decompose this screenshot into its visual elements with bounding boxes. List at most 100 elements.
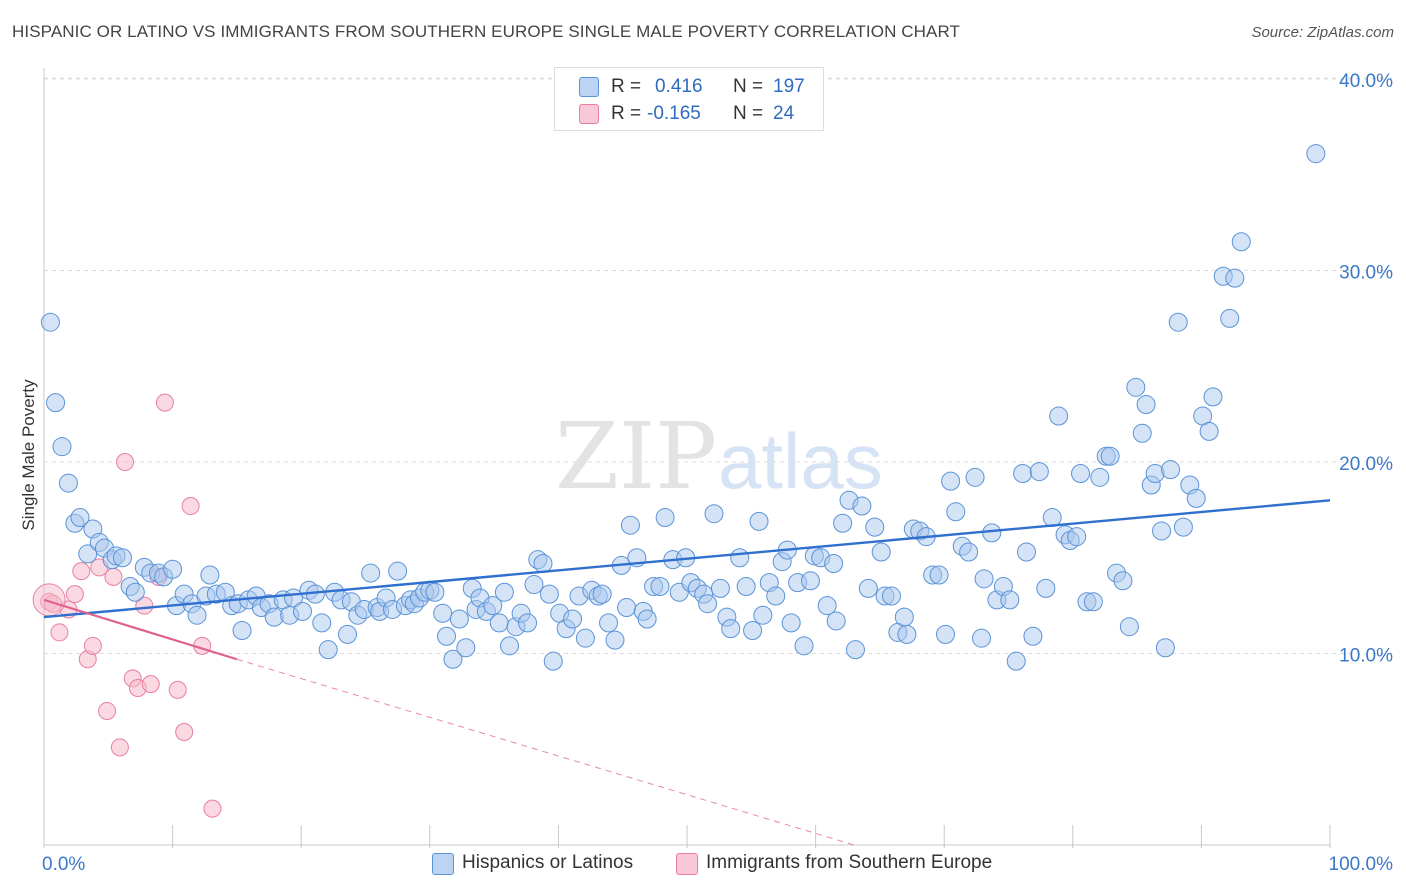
trend-line-immigrants-extension <box>236 658 855 846</box>
watermark-atlas: atlas <box>718 417 883 505</box>
data-point-hispanics <box>766 586 786 606</box>
x-tick-label-min: 0.0% <box>42 854 85 875</box>
data-point-hispanics <box>1017 542 1037 562</box>
data-point-hispanics <box>781 613 801 633</box>
data-point-hispanics <box>163 559 183 579</box>
data-point-hispanics <box>443 649 463 669</box>
data-point-hispanics <box>929 565 949 585</box>
data-point-hispanics <box>599 613 619 633</box>
data-point-hispanics <box>361 563 381 583</box>
data-point-hispanics <box>1152 521 1172 541</box>
data-point-hispanics <box>965 467 985 487</box>
data-point-immigrants <box>181 497 200 516</box>
legend-r-value: 0.416 <box>655 76 703 97</box>
data-point-immigrants <box>50 623 69 642</box>
data-point-hispanics <box>1161 460 1181 480</box>
data-point-immigrants-large <box>32 583 66 617</box>
series-hispanics-latinos-points <box>40 144 1326 671</box>
correlation-legend: R = 0.416 N = 197 R = -0.165 N = 24 <box>554 67 824 131</box>
data-point-hispanics <box>817 596 837 616</box>
data-point-hispanics <box>456 638 476 658</box>
data-point-hispanics <box>1071 463 1091 483</box>
source-label: Source: ZipAtlas.com <box>1251 24 1394 41</box>
data-point-hispanics <box>388 561 408 581</box>
legend-n-value: 24 <box>773 103 795 124</box>
data-point-hispanics <box>1090 467 1110 487</box>
data-point-hispanics <box>1136 395 1156 415</box>
data-point-hispanics <box>1306 144 1326 164</box>
data-point-hispanics <box>1113 571 1133 591</box>
bottom-legend-swatch-pink <box>676 853 698 875</box>
data-point-hispanics <box>1100 446 1120 466</box>
data-point-hispanics <box>1083 592 1103 612</box>
data-point-hispanics <box>698 594 718 614</box>
data-point-hispanics <box>318 640 338 660</box>
data-point-hispanics <box>736 576 756 596</box>
data-point-hispanics <box>845 640 865 660</box>
data-point-hispanics <box>721 619 741 639</box>
data-point-hispanics <box>1155 638 1175 658</box>
data-point-hispanics <box>337 624 357 644</box>
legend-r-label: R = <box>611 76 642 97</box>
data-point-hispanics <box>449 609 469 629</box>
y-tick-label: 10.0% <box>1339 646 1393 667</box>
data-point-immigrants <box>203 799 222 818</box>
data-point-hispanics <box>897 624 917 644</box>
data-point-hispanics <box>78 544 98 564</box>
data-point-hispanics <box>946 502 966 522</box>
data-point-hispanics <box>982 523 1002 543</box>
legend-n-label: N = <box>733 76 764 97</box>
data-point-hispanics <box>1126 377 1146 397</box>
data-point-hispanics <box>494 582 514 602</box>
data-point-hispanics <box>1186 488 1206 508</box>
data-point-hispanics <box>617 598 637 618</box>
data-point-hispanics <box>704 504 724 524</box>
x-tick-label-max: 100.0% <box>1329 854 1394 875</box>
data-point-hispanics <box>605 630 625 650</box>
data-point-hispanics <box>563 609 583 629</box>
trend-line-hispanics <box>43 499 1331 619</box>
data-point-immigrants <box>83 636 102 655</box>
data-point-hispanics <box>433 603 453 623</box>
data-point-hispanics <box>1225 268 1245 288</box>
data-point-immigrants <box>135 596 154 615</box>
data-point-hispanics <box>524 575 544 595</box>
data-point-hispanics <box>824 553 844 573</box>
data-point-hispanics <box>112 548 132 568</box>
data-point-hispanics <box>655 508 675 528</box>
data-point-hispanics <box>753 605 773 625</box>
data-point-hispanics <box>1119 617 1139 637</box>
data-point-hispanics <box>489 613 509 633</box>
data-point-hispanics <box>500 636 520 656</box>
data-point-hispanics <box>312 613 332 633</box>
data-point-hispanics <box>70 508 90 528</box>
data-point-hispanics <box>743 621 763 641</box>
data-point-hispanics <box>1000 590 1020 610</box>
trend-lines <box>43 499 1331 846</box>
data-point-hispanics <box>1173 517 1193 537</box>
data-point-hispanics <box>46 393 66 413</box>
bottom-legend-label: Hispanics or Latinos <box>462 852 634 873</box>
data-point-hispanics <box>292 601 312 621</box>
legend-n-label: N = <box>733 103 764 124</box>
data-point-hispanics <box>1132 423 1152 443</box>
watermark: ZIP atlas <box>555 403 883 510</box>
data-point-hispanics <box>1029 462 1049 482</box>
data-point-hispanics <box>232 621 252 641</box>
y-tick-label: 20.0% <box>1339 454 1393 475</box>
y-axis-label: Single Male Poverty <box>19 379 38 531</box>
legend-r-value: -0.165 <box>647 103 701 124</box>
y-tick-label: 30.0% <box>1339 263 1393 284</box>
data-point-hispanics <box>52 437 72 457</box>
data-point-hispanics <box>794 636 814 656</box>
data-point-immigrants <box>110 738 129 757</box>
data-point-immigrants <box>104 567 123 586</box>
bottom-legend-label: Immigrants from Southern Europe <box>706 852 993 873</box>
data-point-immigrants <box>168 680 187 699</box>
data-point-immigrants <box>72 562 91 581</box>
data-point-hispanics <box>637 609 657 629</box>
data-point-hispanics <box>1006 651 1026 671</box>
tick-labels: 10.0% 20.0% 30.0% 40.0% 0.0% 100.0% Single Mal… <box>19 71 1393 875</box>
data-point-hispanics <box>1168 312 1188 332</box>
legend-swatch-pink <box>579 104 599 124</box>
